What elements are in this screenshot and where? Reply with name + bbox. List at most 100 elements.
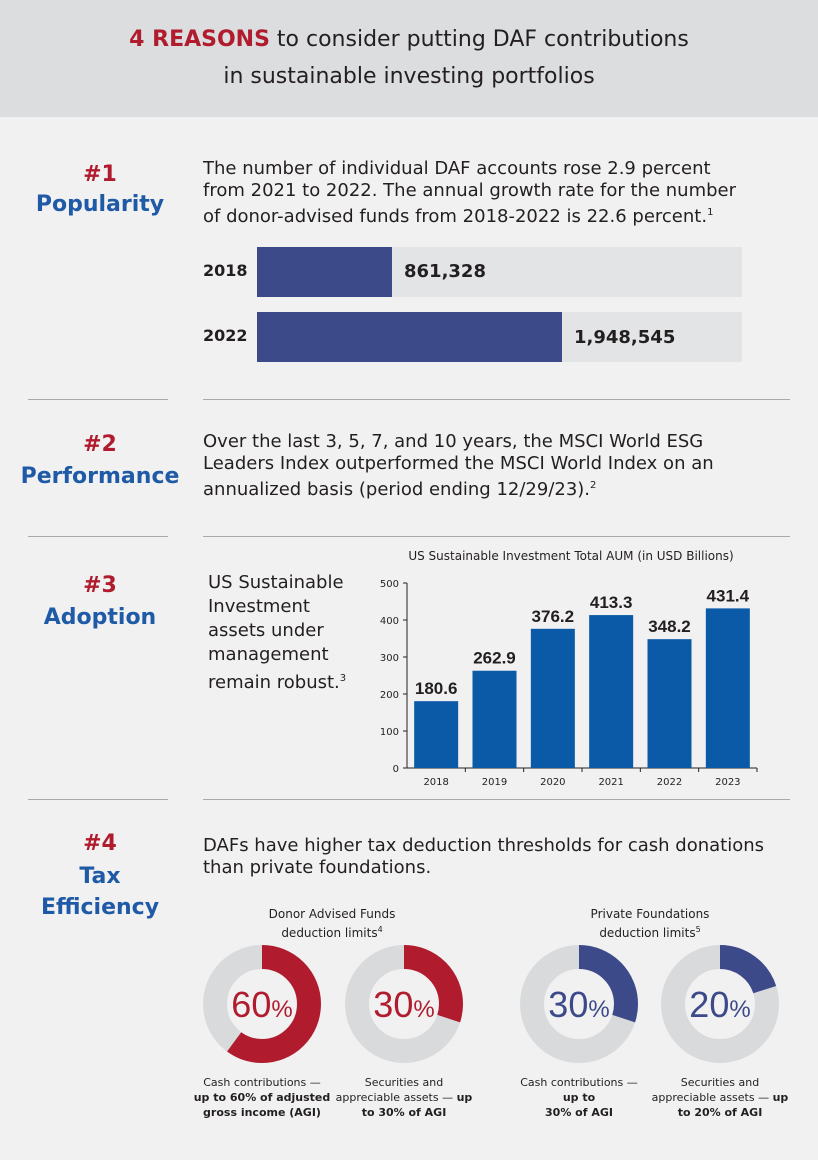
x-tick-label: 2018 bbox=[423, 777, 448, 788]
section-2-number: #2 bbox=[83, 432, 117, 457]
section-3-text-line: US Sustainable bbox=[208, 572, 344, 593]
donut-percent-label: 30% bbox=[373, 984, 434, 1025]
x-tick-label: 2023 bbox=[715, 777, 740, 788]
chart-bar bbox=[472, 670, 517, 768]
caption-bold: to 30% of AGI bbox=[361, 1106, 447, 1119]
section-4-number: #4 bbox=[83, 831, 117, 856]
section-3-text-line-5: remain robust. bbox=[208, 672, 340, 693]
bar-value-2018: 861,328 bbox=[404, 261, 486, 282]
donut-percent-sign: % bbox=[413, 996, 434, 1023]
pf-title-line-2: deduction limits5 bbox=[538, 922, 762, 941]
chart-bar bbox=[589, 615, 634, 768]
bar-value-label: 413.3 bbox=[590, 593, 633, 612]
header-line-2: in sustainable investing portfolios bbox=[223, 64, 595, 89]
donut-percent-sign: % bbox=[588, 996, 609, 1023]
bar-value-label: 431.4 bbox=[707, 586, 750, 605]
chart-bar bbox=[705, 608, 750, 768]
x-tick-label: 2019 bbox=[482, 777, 507, 788]
section-2-text-line-3: annualized basis (period ending 12/29/23… bbox=[203, 479, 591, 500]
donut-percent-sign: % bbox=[729, 996, 750, 1023]
y-tick-label: 200 bbox=[380, 690, 399, 701]
donut-caption-daf-securities: Securities and appreciable assets — up t… bbox=[329, 1075, 479, 1120]
y-tick-label: 0 bbox=[393, 764, 399, 775]
aum-bar-chart: 0 100 200 300 400 500 180.6 2018 262.9 2019 376.2 2… bbox=[380, 579, 758, 788]
pf-title-line-2-text: deduction limits bbox=[599, 926, 696, 940]
section-2-text-line: Over the last 3, 5, 7, and 10 years, the… bbox=[203, 431, 704, 452]
donut-percent-number: 60 bbox=[231, 984, 271, 1025]
pf-title-line-1: Private Foundations bbox=[590, 907, 710, 921]
caption-bold: up to 60% of adjusted bbox=[193, 1091, 331, 1104]
donut-percent-label: 60% bbox=[231, 984, 292, 1025]
caption-line: Cash contributions — bbox=[520, 1076, 638, 1089]
divider-right-2 bbox=[203, 536, 790, 537]
donut-caption-pf-cash: Cash contributions — up to 30% of AGI bbox=[504, 1075, 654, 1120]
caption-line: Securities and bbox=[680, 1076, 760, 1089]
chart-bar bbox=[530, 628, 575, 768]
bar-fill-2018 bbox=[257, 247, 392, 297]
footnote-marker: 3 bbox=[339, 673, 347, 684]
y-tick-label: 300 bbox=[380, 653, 399, 664]
caption-line: Cash contributions — bbox=[203, 1076, 321, 1089]
section-2-name: Performance bbox=[20, 464, 180, 489]
x-tick-label: 2021 bbox=[598, 777, 623, 788]
section-1-text-line-3: of donor-advised funds from 2018-2022 is… bbox=[203, 206, 708, 227]
divider-left-1 bbox=[28, 399, 168, 400]
section-1-number: #1 bbox=[83, 162, 117, 187]
x-tick-label: 2022 bbox=[657, 777, 682, 788]
caption-line: up to 60% of adjusted bbox=[187, 1090, 337, 1105]
section-4-text-line: DAFs have higher tax deduction threshold… bbox=[203, 835, 765, 856]
y-tick-label: 100 bbox=[380, 727, 399, 738]
caption-line: appreciable assets — up bbox=[645, 1090, 795, 1105]
chart-bar bbox=[647, 639, 692, 768]
y-tick-label: 400 bbox=[380, 616, 399, 627]
donut-percent-number: 30 bbox=[373, 984, 413, 1025]
section-3-text-line: management bbox=[208, 644, 329, 665]
donut-pf-cash: 30% bbox=[520, 945, 638, 1063]
bar-fill-2022 bbox=[257, 312, 562, 362]
divider-left-3 bbox=[28, 799, 168, 800]
section-3-text: US Sustainable Investment assets under m… bbox=[208, 571, 368, 695]
chart-bar bbox=[414, 701, 459, 768]
caption-line: appreciable assets — up bbox=[329, 1090, 479, 1105]
footnote-marker: 5 bbox=[695, 925, 701, 934]
section-4-name-line-1: Tax bbox=[79, 864, 121, 889]
section-3-name: Adoption bbox=[43, 605, 157, 630]
donut-caption-pf-securities: Securities and appreciable assets — up t… bbox=[645, 1075, 795, 1120]
caption-bold: to 20% of AGI bbox=[677, 1106, 763, 1119]
footnote-marker: 1 bbox=[707, 207, 714, 218]
caption-bold: 30% of AGI bbox=[545, 1106, 613, 1119]
caption-plain: appreciable assets — bbox=[335, 1091, 457, 1104]
section-3-number: #3 bbox=[83, 573, 117, 598]
section-3-text-line: Investment bbox=[208, 596, 310, 617]
donut-arc bbox=[661, 945, 779, 1063]
donut-arc bbox=[203, 945, 321, 1063]
daf-donut-title: Donor Advised Funds deduction limits4 bbox=[220, 906, 444, 941]
x-tick-label: 2020 bbox=[540, 777, 565, 788]
bar-label-2022: 2022 bbox=[203, 326, 248, 345]
header-banner: 4 REASONS to consider putting DAF contri… bbox=[0, 0, 818, 117]
section-1-text-line: from 2021 to 2022. The annual growth rat… bbox=[203, 180, 737, 201]
daf-title-line-2: deduction limits4 bbox=[220, 922, 444, 941]
donut-percent-number: 30 bbox=[548, 984, 588, 1025]
caption-line: to 20% of AGI bbox=[645, 1105, 795, 1120]
donut-percent-sign: % bbox=[271, 996, 292, 1023]
section-4-name-line-2: Efficiency bbox=[40, 895, 160, 920]
donut-arc bbox=[345, 945, 463, 1063]
pf-donut-title: Private Foundations deduction limits5 bbox=[538, 906, 762, 941]
section-4-text: DAFs have higher tax deduction threshold… bbox=[203, 835, 793, 879]
chart-title: US Sustainable Investment Total AUM (in … bbox=[408, 549, 734, 563]
donut-arc bbox=[520, 945, 638, 1063]
caption-line: 30% of AGI bbox=[504, 1105, 654, 1120]
divider-right-3 bbox=[203, 799, 790, 800]
section-2-text-line: Leaders Index outperformed the MSCI Worl… bbox=[203, 453, 714, 474]
caption-bold: up bbox=[772, 1091, 789, 1104]
donut-daf-cash: 60% bbox=[203, 945, 321, 1063]
section-1-text: The number of individual DAF accounts ro… bbox=[203, 158, 763, 228]
caption-bold: up to bbox=[562, 1091, 596, 1104]
daf-title-line-1: Donor Advised Funds bbox=[268, 907, 396, 921]
divider-left-2 bbox=[28, 536, 168, 537]
bar-label-2018: 2018 bbox=[203, 261, 248, 280]
bar-track-2022: 1,948,545 bbox=[257, 312, 742, 362]
section-2-text-line: annualized basis (period ending 12/29/23… bbox=[203, 475, 763, 501]
header-accent: 4 REASONS bbox=[129, 27, 270, 52]
